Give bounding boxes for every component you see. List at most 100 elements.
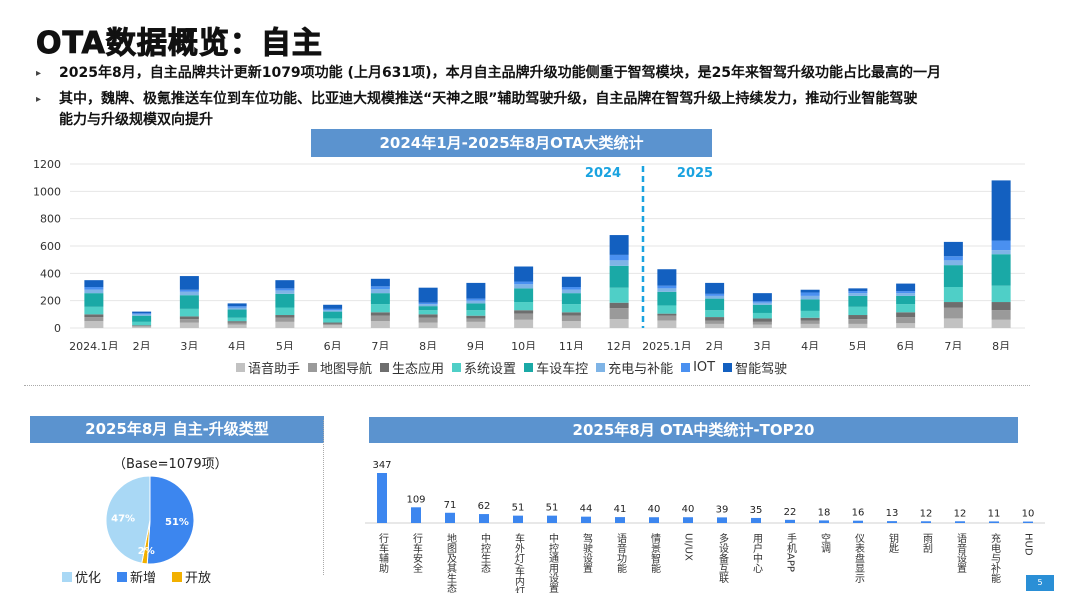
bar-segment-IOT [466, 298, 486, 301]
bar-segment-地图导航 [323, 323, 343, 326]
legend-item: 车设车控 [524, 358, 588, 377]
bar-segment-系统设置 [943, 287, 963, 303]
bar-segment-车设车控 [370, 293, 390, 305]
top20-bar [377, 473, 387, 523]
top20-bar [547, 515, 557, 523]
pie-label: 2% [138, 546, 155, 557]
top20-category-label: 多设备互联 [717, 532, 729, 584]
bar-segment-充电与补能 [323, 310, 343, 312]
top20-bar [989, 521, 999, 523]
top20-category-label: 中控生态 [479, 532, 491, 573]
bar-segment-生态应用 [657, 313, 677, 316]
bar-segment-车设车控 [132, 315, 152, 322]
bar-segment-地图导航 [275, 317, 295, 322]
bar-segment-地图导航 [466, 318, 486, 322]
top20-value-label: 62 [478, 501, 491, 512]
bar-segment-语音助手 [800, 323, 820, 328]
bar-segment-生态应用 [848, 315, 868, 320]
stacked-bar-chart: 0 200 400 600 800 1000 1200 2024.1月 2月 3月 4月 5月 6月 7月… [33, 158, 1025, 350]
pie-slice-新增 [146, 475, 195, 565]
top20-category-label: 行车安全 [411, 532, 423, 573]
x-tick-label: 11月 [559, 340, 584, 350]
bar-segment-语音助手 [561, 321, 581, 328]
pie-legend: 优化 新增 开放 [62, 567, 211, 586]
bar-segment-智能驾驶 [323, 304, 343, 309]
bar-segment-充电与补能 [227, 307, 247, 310]
pie-legend-item: 开放 [172, 567, 211, 586]
bar-segment-系统设置 [227, 317, 247, 322]
legend-label: 语音助手 [248, 362, 301, 377]
bar-segment-生态应用 [705, 317, 725, 321]
x-tick-label: 5月 [276, 340, 294, 350]
bar-segment-地图导航 [609, 308, 629, 320]
bar-segment-智能驾驶 [800, 289, 820, 293]
top20-category-label: 中控通用设置 [547, 532, 559, 593]
bar-segment-充电与补能 [418, 304, 438, 307]
bar-segment-车设车控 [943, 265, 963, 287]
bar-segment-地图导航 [227, 322, 247, 325]
bar-segment-车设车控 [514, 288, 534, 303]
bar-segment-IOT [370, 286, 390, 290]
bar-segment-语音助手 [705, 323, 725, 328]
bar-segment-智能驾驶 [179, 276, 199, 290]
x-tick-label: 6月 [897, 340, 915, 350]
legend-swatch [681, 363, 691, 372]
pie-legend-item: 优化 [62, 567, 101, 586]
top20-category-label: 车外灯/车内灯 [513, 532, 525, 593]
bar-segment-系统设置 [896, 304, 916, 313]
bar-segment-语音助手 [227, 324, 247, 328]
pie-label: 51% [165, 517, 189, 528]
pie-base-label: （Base=1079项） [113, 457, 228, 472]
bar-segment-充电与补能 [848, 293, 868, 296]
x-tick-label: 4月 [801, 340, 819, 350]
bar-segment-IOT [179, 289, 199, 292]
bar-segment-智能驾驶 [84, 280, 104, 287]
bar-segment-地图导航 [991, 310, 1011, 320]
bar-segment-智能驾驶 [227, 303, 247, 307]
bar-segment-系统设置 [561, 304, 581, 313]
pie-legend-swatch [62, 571, 72, 582]
pie-chart: 47% 51% 2% [105, 475, 195, 565]
bar-segment-系统设置 [275, 307, 295, 316]
top20-bar [411, 507, 421, 523]
bar-segment-生态应用 [991, 302, 1011, 311]
bar-segment-充电与补能 [752, 302, 772, 305]
pie-legend-swatch [172, 571, 183, 582]
top20-bar [921, 521, 931, 523]
pie-legend-label: 新增 [130, 571, 157, 586]
y-tick-label: 1200 [33, 158, 61, 171]
x-tick-label: 3月 [753, 340, 771, 350]
legend-item: IOT [681, 358, 715, 377]
top20-bar [479, 514, 489, 523]
y-tick-label: 200 [40, 295, 61, 308]
bar-segment-IOT [132, 313, 152, 315]
bar-segment-智能驾驶 [848, 288, 868, 292]
bar-segment-车设车控 [179, 295, 199, 309]
bar-segment-地图导航 [657, 315, 677, 321]
bar-segment-生态应用 [179, 316, 199, 320]
top20-bar-chart: 347 行车辅助 109 行车安全 71 地图及其生态 62 中控生态 51 车外灯/车内灯 51 中… [365, 460, 1045, 593]
top20-value-label: 16 [852, 508, 865, 519]
top20-category-label: 语音设置 [955, 533, 967, 573]
bullet-2-text: 其中，魏牌、极氪推送车位到车位功能、比亚迪大规模推送“天神之眼”辅助驾驶升级，自… [59, 91, 918, 107]
bar-segment-充电与补能 [991, 250, 1011, 255]
bar-segment-生态应用 [752, 318, 772, 322]
bar-segment-语音助手 [323, 325, 343, 328]
x-tick-label: 12月 [607, 340, 632, 350]
bar-segment-系统设置 [323, 318, 343, 323]
top20-bar [717, 517, 727, 523]
top20-bar [683, 517, 693, 523]
legend-label: 车设车控 [536, 362, 589, 377]
bar-segment-车设车控 [609, 265, 629, 288]
bar-segment-车设车控 [657, 291, 677, 306]
legend-item: 系统设置 [452, 358, 516, 377]
bar-segment-语音助手 [418, 322, 438, 328]
top20-value-label: 11 [988, 508, 1001, 519]
main-chart-banner: 2024年1月-2025年8月OTA大类统计 [311, 129, 712, 157]
bullet-2-text-continued: 能力与升级规模双向提升 [59, 112, 213, 128]
legend-swatch [452, 363, 462, 372]
bar-segment-车设车控 [84, 293, 104, 307]
bar-segment-IOT [991, 240, 1011, 251]
bar-segment-系统设置 [705, 310, 725, 318]
bar-segment-地图导航 [896, 317, 916, 324]
